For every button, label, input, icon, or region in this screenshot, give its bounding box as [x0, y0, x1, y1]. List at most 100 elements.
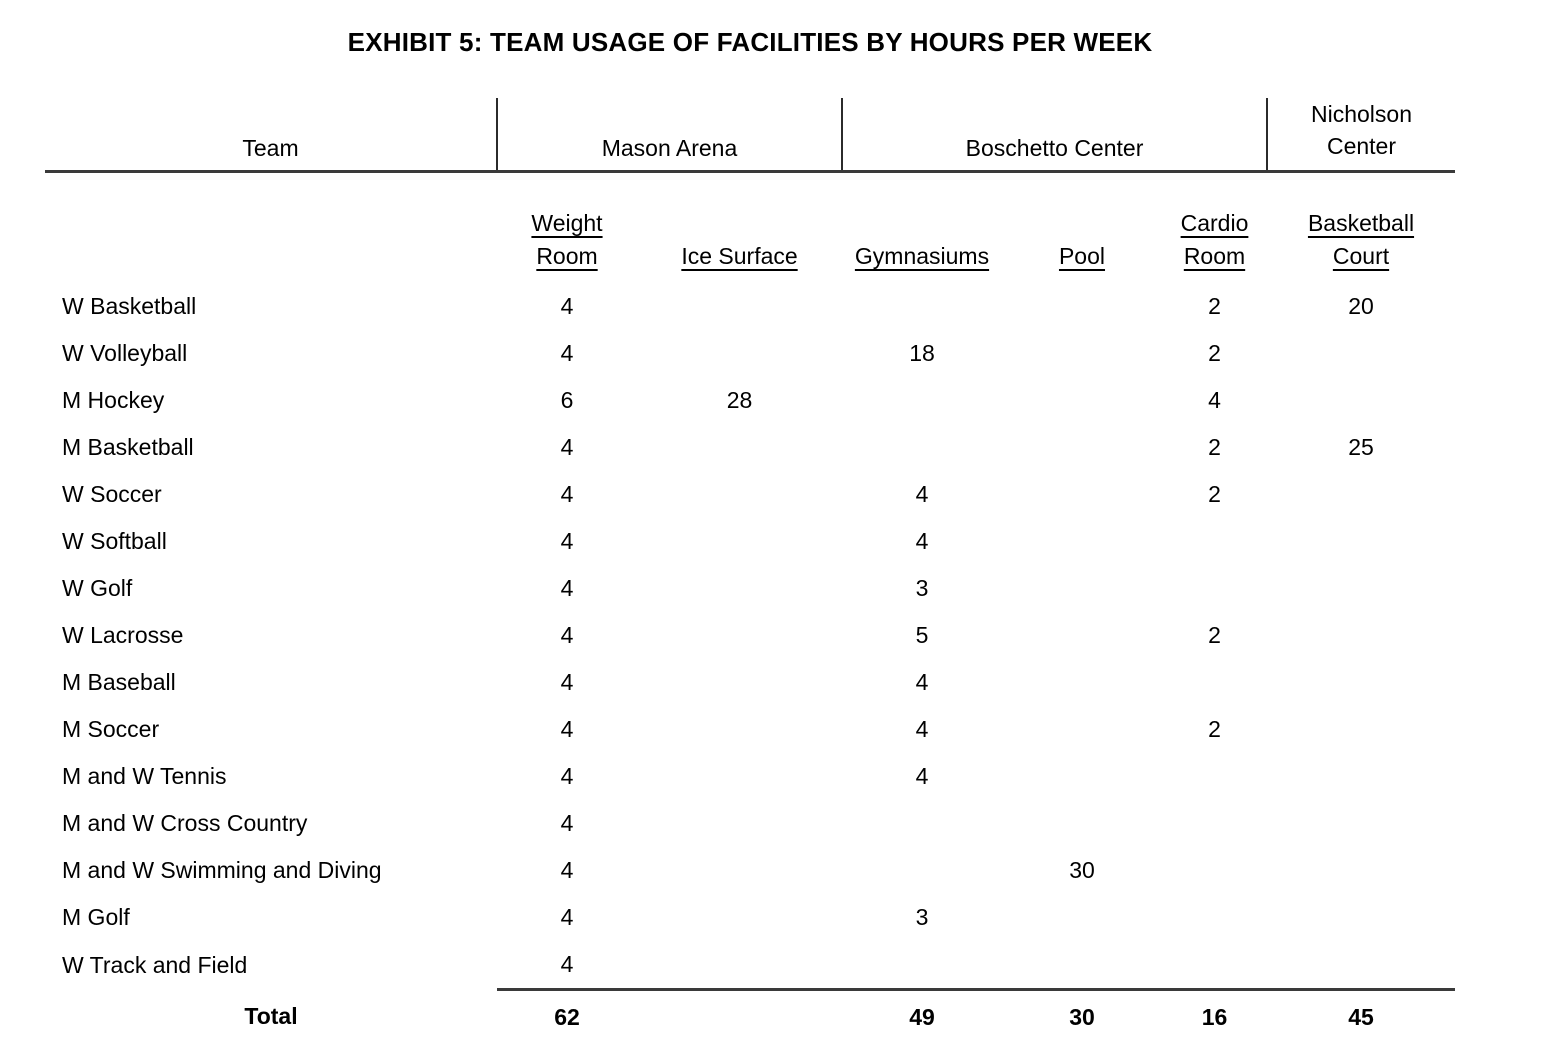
value-cell-basketball-court	[1267, 377, 1455, 424]
value-cell-ice-surface	[637, 612, 842, 659]
table-row: M Soccer 4 4 2	[45, 706, 1455, 753]
value-cell-weight-room: 4	[560, 716, 574, 742]
value-cell-basketball-court	[1267, 800, 1455, 847]
value-cell-cardio-room: 2	[1208, 340, 1221, 366]
team-name-cell: M Hockey	[62, 387, 165, 413]
value-cell-ice-surface	[637, 706, 842, 753]
total-label: Total	[244, 1002, 298, 1029]
column-header-basketball-court: Basketball Court	[1267, 172, 1455, 284]
group-header-nicholson-center: Nicholson Center	[1266, 98, 1455, 173]
value-cell-basketball-court: 25	[1348, 434, 1374, 460]
value-cell-weight-room: 4	[560, 857, 574, 883]
total-value-cell: 45	[1348, 1003, 1374, 1030]
value-cell-ice-surface	[637, 283, 842, 330]
team-name-cell: M Baseball	[62, 669, 176, 695]
value-cell-gymnasiums	[842, 424, 1002, 471]
column-header-gymnasiums-label: Gymnasiums	[854, 243, 990, 269]
group-header-mason-arena: Mason Arena	[496, 98, 842, 173]
team-name-cell: M and W Tennis	[62, 763, 227, 789]
value-cell-pool	[1002, 518, 1162, 565]
value-cell-basketball-court	[1267, 706, 1455, 753]
total-value-cell: 30	[1069, 1003, 1095, 1030]
table-row: W Volleyball 4 18 2	[45, 330, 1455, 377]
column-header-empty	[45, 172, 497, 284]
value-cell-cardio-room	[1162, 847, 1267, 894]
team-name-cell: W Basketball	[62, 293, 197, 319]
value-cell-gymnasiums: 4	[915, 716, 929, 742]
table-body: W Basketball 4 2 20 W Volleyball 4 18 2 …	[45, 283, 1455, 991]
value-cell-cardio-room	[1162, 800, 1267, 847]
value-cell-gymnasiums: 3	[915, 904, 929, 930]
value-cell-ice-surface	[637, 518, 842, 565]
value-cell-cardio-room: 2	[1208, 481, 1221, 507]
value-cell-weight-room: 4	[560, 622, 574, 648]
value-cell-pool	[1002, 377, 1162, 424]
team-name-cell: M and W Swimming and Diving	[62, 857, 382, 883]
value-cell-weight-room: 4	[560, 293, 574, 319]
total-value-cell: 16	[1201, 1003, 1228, 1030]
value-cell-pool	[1002, 424, 1162, 471]
value-cell-pool	[1002, 800, 1162, 847]
total-row: Total 62 49 30 16 45	[45, 990, 1455, 1044]
value-cell-pool	[1002, 706, 1162, 753]
value-cell-pool	[1002, 753, 1162, 800]
value-cell-gymnasiums: 4	[915, 669, 929, 695]
value-cell-cardio-room: 2	[1208, 434, 1221, 460]
value-cell-cardio-room: 2	[1208, 293, 1221, 319]
value-cell-weight-room: 4	[560, 763, 574, 789]
group-header-boschetto-center: Boschetto Center	[841, 98, 1267, 173]
table-row: W Lacrosse 4 5 2	[45, 612, 1455, 659]
value-cell-gymnasiums: 4	[915, 763, 929, 789]
value-cell-pool	[1002, 894, 1162, 941]
value-cell-pool	[1002, 283, 1162, 330]
value-cell-cardio-room	[1162, 659, 1267, 706]
value-cell-weight-room: 6	[560, 387, 574, 413]
value-cell-pool	[1002, 612, 1162, 659]
table-row: W Golf 4 3	[45, 565, 1455, 612]
column-header-gymnasiums: Gymnasiums	[842, 172, 1002, 284]
value-cell-basketball-court	[1267, 894, 1455, 941]
column-header-cardio-room-label: Cardio Room	[1180, 210, 1249, 269]
value-cell-basketball-court	[1267, 941, 1455, 991]
value-cell-cardio-room: 4	[1208, 387, 1221, 413]
table-row: W Softball 4 4	[45, 518, 1455, 565]
column-header-pool-label: Pool	[1058, 243, 1106, 269]
value-cell-ice-surface	[637, 471, 842, 518]
column-header-row: Weight Room Ice Surface Gymnasiums Pool …	[45, 172, 1455, 284]
value-cell-gymnasiums	[842, 847, 1002, 894]
column-header-ice-surface-label: Ice Surface	[681, 243, 798, 269]
value-cell-gymnasiums: 4	[915, 528, 929, 554]
team-name-cell: W Softball	[62, 528, 167, 554]
value-cell-basketball-court	[1267, 753, 1455, 800]
value-cell-gymnasiums: 4	[915, 481, 929, 507]
value-cell-pool	[1002, 941, 1162, 991]
team-name-cell: M Basketball	[62, 434, 194, 460]
team-name-cell: W Golf	[62, 575, 133, 601]
value-cell-ice-surface	[637, 330, 842, 377]
value-cell-weight-room: 4	[560, 528, 574, 554]
value-cell-weight-room: 4	[560, 904, 574, 930]
value-cell-weight-room: 4	[560, 434, 574, 460]
value-cell-ice-surface	[637, 847, 842, 894]
value-cell-basketball-court	[1267, 612, 1455, 659]
value-cell-cardio-room	[1162, 894, 1267, 941]
value-cell-ice-surface	[637, 659, 842, 706]
total-value-cell: 49	[909, 1003, 935, 1030]
table-row: M and W Swimming and Diving 4 30	[45, 847, 1455, 894]
value-cell-pool: 30	[1069, 857, 1095, 883]
value-cell-gymnasiums	[842, 941, 1002, 991]
value-cell-basketball-court	[1267, 659, 1455, 706]
column-header-ice-surface: Ice Surface	[637, 172, 842, 284]
value-cell-ice-surface	[637, 565, 842, 612]
table-row: M Basketball 4 2 25	[45, 424, 1455, 471]
value-cell-cardio-room: 2	[1208, 716, 1221, 742]
value-cell-ice-surface	[637, 424, 842, 471]
value-cell-pool	[1002, 471, 1162, 518]
value-cell-ice-surface: 28	[726, 387, 753, 413]
value-cell-cardio-room	[1162, 565, 1267, 612]
value-cell-gymnasiums	[842, 283, 1002, 330]
group-header-row: Team Mason Arena Boschetto Center Nichol…	[45, 98, 1455, 173]
value-cell-weight-room: 4	[497, 941, 637, 991]
table-row: W Soccer 4 4 2	[45, 471, 1455, 518]
